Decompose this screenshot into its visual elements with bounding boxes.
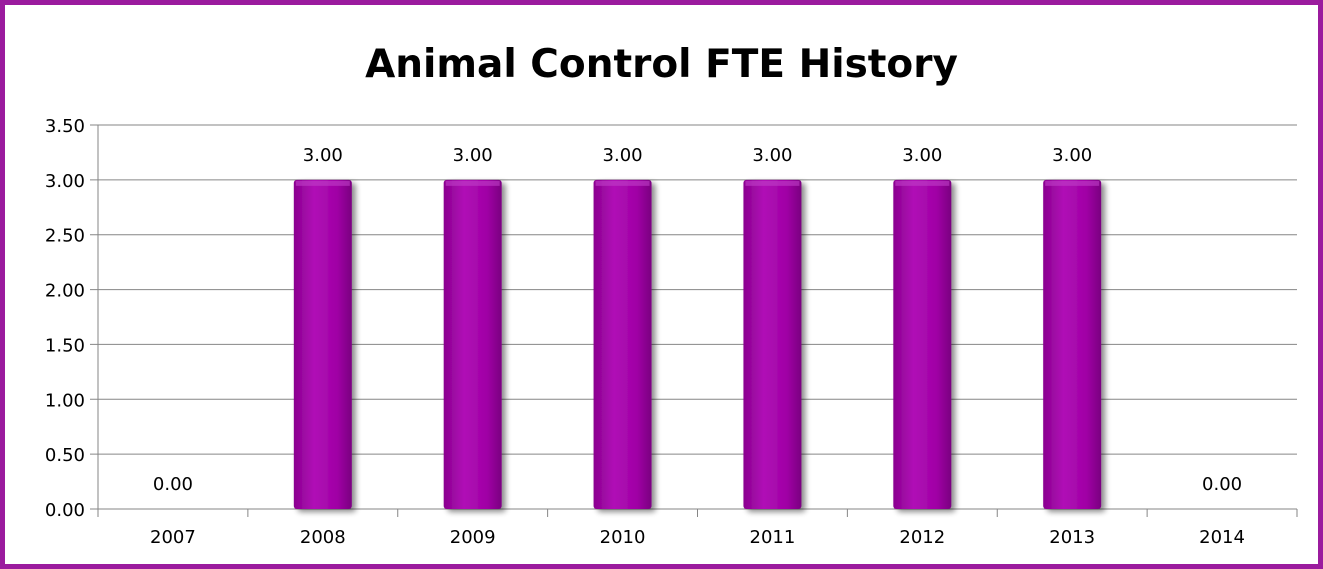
bar-bevel	[1045, 180, 1100, 186]
x-tick-label: 2011	[750, 527, 796, 548]
y-tick-label: 0.00	[45, 500, 85, 521]
y-tick-label: 2.50	[45, 226, 85, 247]
data-label: 3.00	[453, 145, 493, 166]
bars	[293, 179, 1102, 509]
x-tick-label: 2008	[300, 527, 346, 548]
bar	[1043, 179, 1102, 509]
labels: 0.00 0.50 1.00 1.50 2.00 2.50 3.00 3.50 0.00 2007…	[45, 116, 1245, 548]
bar-bevel	[595, 180, 650, 186]
data-label: 0.00	[153, 474, 193, 495]
y-tick-label: 0.50	[45, 445, 85, 466]
x-tick-label: 2007	[150, 527, 196, 548]
data-label: 3.00	[1052, 145, 1092, 166]
bar	[443, 179, 502, 509]
bar-bevel	[295, 180, 350, 186]
data-label: 0.00	[1202, 474, 1242, 495]
bar	[593, 179, 652, 509]
data-label: 3.00	[902, 145, 942, 166]
chart-title: Animal Control FTE History	[365, 42, 958, 87]
y-tick-label: 2.00	[45, 281, 85, 302]
axes	[97, 125, 1298, 517]
x-tick-label: 2009	[450, 527, 496, 548]
data-label: 3.00	[752, 145, 792, 166]
gridlines	[90, 124, 1297, 510]
x-tick-label: 2014	[1199, 527, 1245, 548]
x-tick-label: 2010	[600, 527, 646, 548]
x-tick-label: 2012	[899, 527, 945, 548]
bar	[293, 179, 352, 509]
bar	[893, 179, 952, 509]
data-label: 3.00	[303, 145, 343, 166]
bar-bevel	[745, 180, 800, 186]
y-tick-label: 3.00	[45, 171, 85, 192]
y-tick-label: 1.50	[45, 335, 85, 356]
bar-bevel	[895, 180, 950, 186]
y-tick-label: 3.50	[45, 116, 85, 137]
data-label: 3.00	[603, 145, 643, 166]
bar	[743, 179, 802, 509]
y-tick-label: 1.00	[45, 390, 85, 411]
x-tick-label: 2013	[1049, 527, 1095, 548]
bar-bevel	[445, 180, 500, 186]
